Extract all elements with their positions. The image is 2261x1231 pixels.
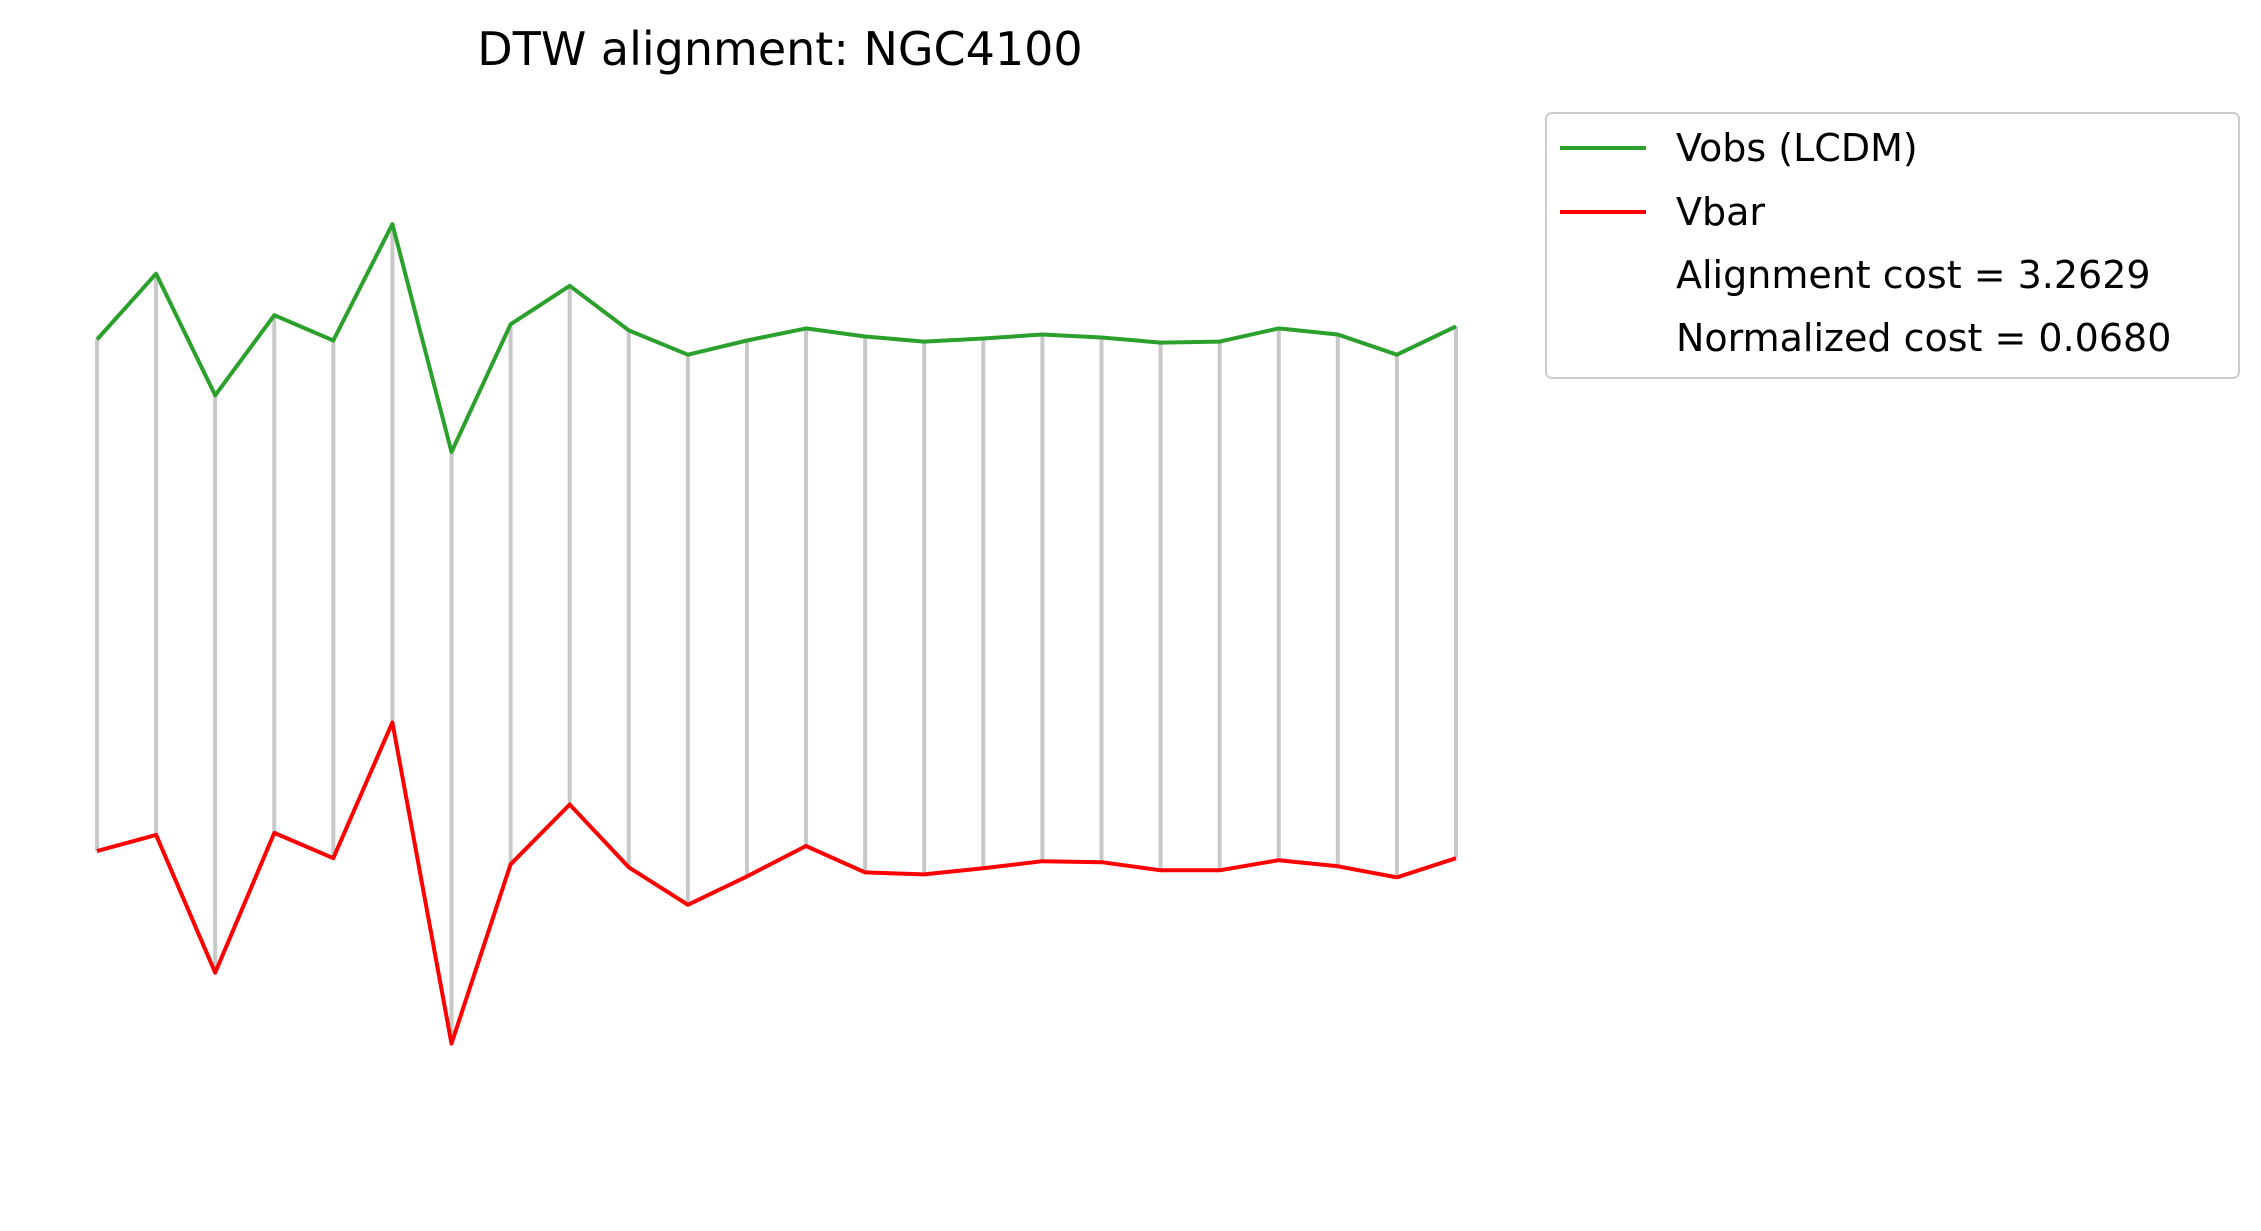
legend-label-vobs: Vobs (LCDM) — [1676, 126, 1918, 170]
series-line-vobs — [95, 222, 1457, 454]
alignment-lines — [95, 224, 1458, 1044]
normalized-cost-text: Normalized cost = 0.0680 — [1676, 316, 2171, 360]
legend-frame — [1545, 112, 2240, 379]
chart-title: DTW alignment: NGC4100 — [477, 22, 1082, 76]
alignment-cost-text: Alignment cost = 3.2629 — [1676, 253, 2151, 297]
series-lines — [95, 222, 1457, 1046]
legend: Vobs (LCDM) Vbar Alignment cost = 3.2629… — [1545, 112, 2240, 379]
plot-area — [95, 222, 1458, 1046]
legend-label-vbar: Vbar — [1676, 190, 1765, 234]
series-line-vbar — [96, 720, 1457, 1046]
